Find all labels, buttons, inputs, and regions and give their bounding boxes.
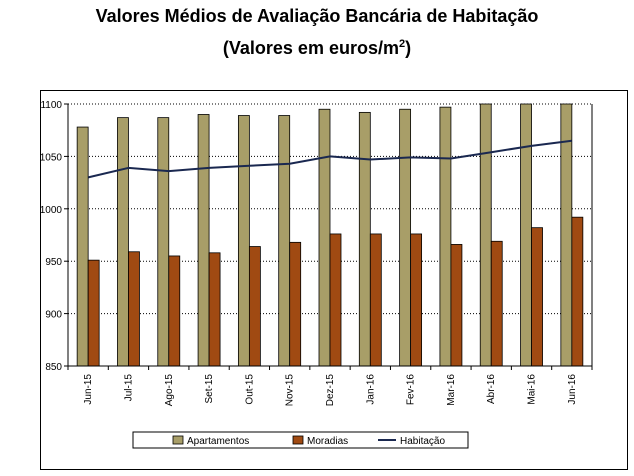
bar-apartamentos-dez-15: [318, 108, 331, 367]
bar-moradias-jul-15: [128, 251, 140, 367]
chart-title: Valores Médios de Avaliação Bancária de …: [95, 6, 539, 26]
subtitle-superscript: 2: [398, 38, 406, 50]
subtitle-suffix: ): [405, 38, 412, 58]
bar-apartamentos-jan-16: [358, 111, 371, 367]
y-tick-label: 950: [45, 257, 62, 268]
bar-moradias-jun-16: [571, 216, 584, 367]
bar-moradias-out-15: [248, 246, 261, 367]
bar-moradias-mar-16: [450, 244, 463, 367]
y-tick-label: 900: [45, 310, 62, 321]
subtitle-prefix: (Valores em euros/m: [222, 38, 399, 58]
x-tick-label: Abr-16: [486, 374, 497, 404]
line-habitação: [87, 139, 572, 179]
x-tick-label: Fev-16: [406, 374, 417, 406]
bar-apartamentos-mai-16: [520, 103, 532, 367]
bar-moradias-dez-15: [329, 233, 342, 367]
bar-apartamentos-fev-16: [399, 108, 412, 367]
bar-apartamentos-out-15: [237, 115, 250, 367]
bar-moradias-mai-16: [531, 227, 543, 367]
bar-moradias-jun-15: [87, 259, 100, 367]
x-tick-label: Mar-16: [446, 374, 457, 406]
x-tick-label: Ago-15: [164, 374, 175, 407]
bar-apartamentos-set-15: [197, 114, 210, 367]
x-tick-label: Mai-16: [527, 374, 538, 405]
bar-moradias-jan-16: [369, 233, 382, 367]
legend-label-apartamentos: Apartamentos: [187, 436, 249, 447]
bar-apartamentos-nov-15: [278, 115, 291, 367]
y-tick-label: 850: [45, 362, 62, 373]
bar-apartamentos-jun-15: [76, 126, 89, 367]
legend-swatch-moradias: [292, 435, 304, 445]
x-tick-label: Jul-15: [123, 374, 134, 402]
y-tick-label: 1050: [40, 152, 63, 163]
bar-moradias-ago-15: [168, 255, 181, 367]
y-tick-label: 1100: [40, 100, 62, 111]
x-tick-label: Nov-15: [285, 374, 296, 407]
line-series: [87, 139, 572, 179]
x-tick-label: Out-15: [244, 374, 255, 405]
x-tick-label: Jun-15: [83, 374, 94, 405]
bar-apartamentos-ago-15: [157, 117, 170, 367]
legend-swatch-apartamentos: [172, 435, 184, 445]
chart-frame: [40, 90, 628, 470]
bar-moradias-nov-15: [289, 241, 302, 367]
bar-moradias-fev-16: [410, 233, 423, 367]
x-tick-label: Jun-16: [567, 374, 578, 405]
chart-subtitle: (Valores em euros/m2): [0, 38, 634, 59]
bar-apartamentos-jun-16: [560, 103, 573, 367]
y-tick-label: 1000: [40, 205, 63, 216]
legend-label-habitação: Habitação: [400, 436, 445, 447]
x-tick-label: Jan-16: [365, 374, 376, 405]
bars: [76, 103, 584, 367]
bar-moradias-set-15: [208, 252, 221, 367]
legend: Apartamentos Moradias Habitação: [132, 431, 469, 449]
bar-apartamentos-mar-16: [439, 106, 452, 367]
axes: 850 900 950 1000 1050 1100 Jun-15 Jul-15 Ago-15 S…: [40, 100, 593, 407]
bar-moradias-abr-16: [490, 240, 503, 367]
bar-apartamentos-jul-15: [117, 117, 129, 367]
x-tick-label: Dez-15: [325, 374, 336, 407]
x-tick-label: Set-15: [204, 374, 215, 404]
legend-label-moradias: Moradias: [307, 436, 348, 447]
bar-apartamentos-abr-16: [479, 103, 492, 367]
